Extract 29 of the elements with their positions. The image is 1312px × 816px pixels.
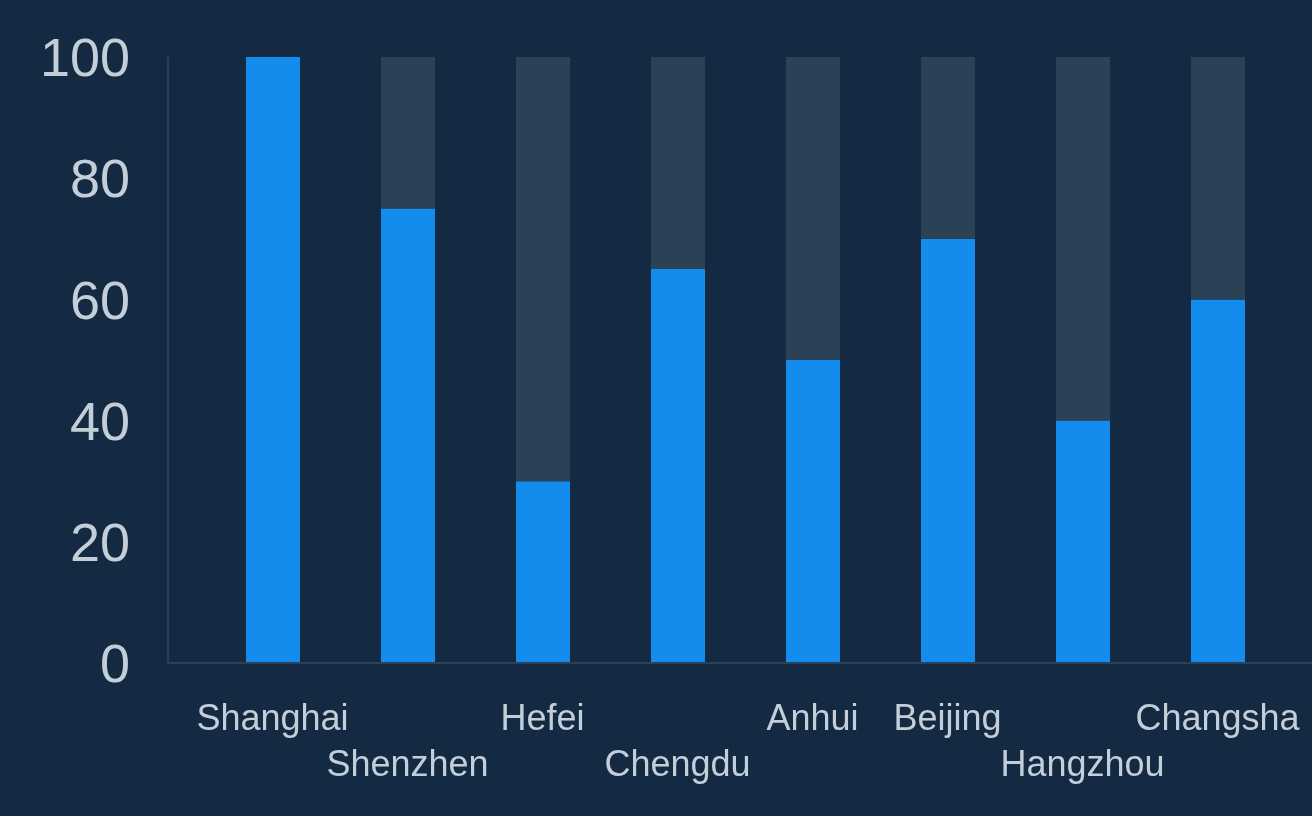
bar: [786, 360, 840, 663]
bar: [786, 57, 840, 360]
y-tick-label: 80: [69, 148, 130, 209]
x-tick-label: Hefei: [500, 696, 585, 738]
x-tick-label: Beijing: [893, 696, 1002, 738]
x-tick-label: Hangzhou: [1000, 742, 1165, 784]
y-tick-label: 20: [69, 511, 130, 572]
bar: [381, 57, 435, 209]
y-tick-label: 0: [99, 633, 130, 694]
bar: [516, 481, 570, 663]
bar: [381, 208, 435, 663]
bar: [651, 57, 705, 270]
bar: [651, 269, 705, 663]
bar: [516, 57, 570, 482]
bar: [921, 238, 975, 663]
bar: [1191, 57, 1245, 300]
x-tick-label: Changsha: [1135, 696, 1301, 738]
y-tick-label: 40: [69, 390, 130, 451]
bar: [246, 57, 300, 663]
bar: [1056, 420, 1110, 663]
x-tick-label: Anhui: [766, 696, 859, 738]
x-tick-label: Shenzhen: [326, 742, 489, 784]
bar: [1056, 57, 1110, 421]
bar: [1191, 299, 1245, 663]
x-tick-label: Chengdu: [604, 742, 751, 784]
bar: [921, 57, 975, 239]
y-tick-label: 60: [69, 269, 130, 330]
y-tick-label: 100: [39, 27, 130, 88]
x-tick-label: Shanghai: [196, 696, 349, 738]
